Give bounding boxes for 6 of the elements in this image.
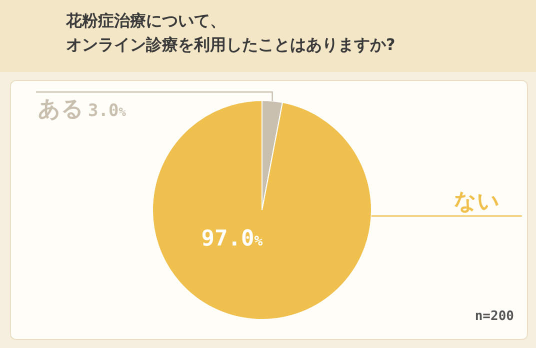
slice-label: ない [454,190,500,215]
data-label: 3.0% [88,101,127,121]
data-label: 97.0% [201,226,264,252]
text: n=200 [474,309,514,324]
slice-label: ある [38,97,84,122]
chart-title: 花粉症治療について、オンライン診療を利用したことはありますか? [0,0,536,72]
